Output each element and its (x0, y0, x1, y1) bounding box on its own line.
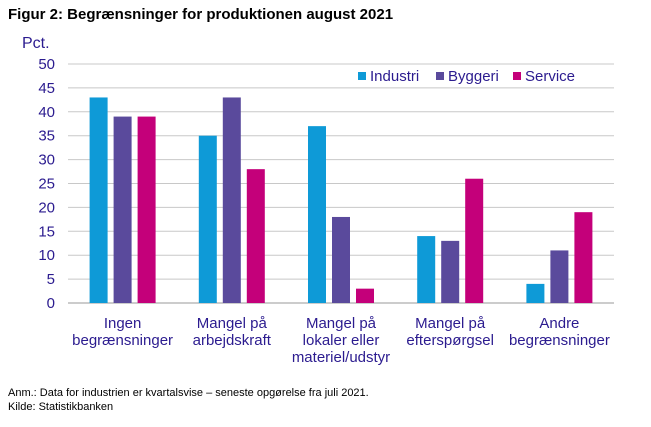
x-tick-label: Ingen begrænsninger (72, 315, 173, 349)
x-tick-label: Mangel på lokaler eller materiel/udstyr (292, 315, 390, 366)
bars (89, 97, 593, 304)
bar-byggeri-2 (332, 216, 350, 303)
bar-byggeri-4 (550, 250, 569, 303)
y-tick-label: 45 (38, 80, 55, 97)
bar-industri-4 (526, 283, 545, 303)
y-tick-label: 20 (38, 199, 55, 216)
y-tick-label: 15 (38, 223, 55, 240)
y-tick-label: 10 (38, 247, 55, 264)
legend-label-industri: Industri (370, 68, 419, 85)
x-tick-label: Mangel på arbejdskraft (193, 315, 272, 349)
bar-byggeri-3 (441, 240, 460, 303)
bar-industri-0 (89, 97, 108, 304)
y-tick-label: 40 (38, 104, 55, 121)
figure-title: Figur 2: Begrænsninger for produktionen … (8, 6, 394, 23)
legend: Industri Byggeri Service (358, 68, 575, 85)
y-tick-label: 50 (38, 56, 55, 73)
bar-service-2 (356, 288, 374, 303)
bar-byggeri-0 (113, 116, 132, 303)
legend-label-byggeri: Byggeri (448, 68, 499, 85)
source-note: Kilde: Statistikbanken (8, 401, 114, 413)
legend-label-service: Service (525, 68, 575, 85)
y-tick-label: 35 (38, 128, 55, 145)
legend-swatch-industri (358, 72, 366, 80)
bar-byggeri-1 (222, 97, 241, 304)
bar-industri-1 (198, 135, 217, 303)
y-tick-label: 5 (47, 271, 55, 288)
x-tick-label: Mangel på efterspørgsel (406, 315, 494, 349)
bar-industri-3 (417, 236, 436, 303)
y-axis-label: Pct. (22, 35, 50, 52)
footnote: Anm.: Data for industrien er kvartalsvis… (8, 387, 369, 399)
bar-service-4 (574, 212, 593, 303)
y-tick-label: 0 (47, 295, 55, 312)
x-axis-ticks: Ingen begrænsninger Mangel på arbejdskraft M… (72, 315, 610, 366)
y-tick-label: 25 (38, 176, 55, 193)
y-axis-ticks: 0 5 10 15 20 25 30 35 40 45 50 (38, 56, 55, 312)
bar-service-0 (137, 116, 156, 303)
y-tick-label: 30 (38, 152, 55, 169)
x-tick-label: Andre begrænsninger (509, 315, 610, 349)
bar-service-1 (246, 169, 265, 303)
bar-industri-2 (308, 126, 326, 303)
legend-swatch-service (513, 72, 521, 80)
bar-service-3 (465, 178, 484, 303)
legend-swatch-byggeri (436, 72, 444, 80)
